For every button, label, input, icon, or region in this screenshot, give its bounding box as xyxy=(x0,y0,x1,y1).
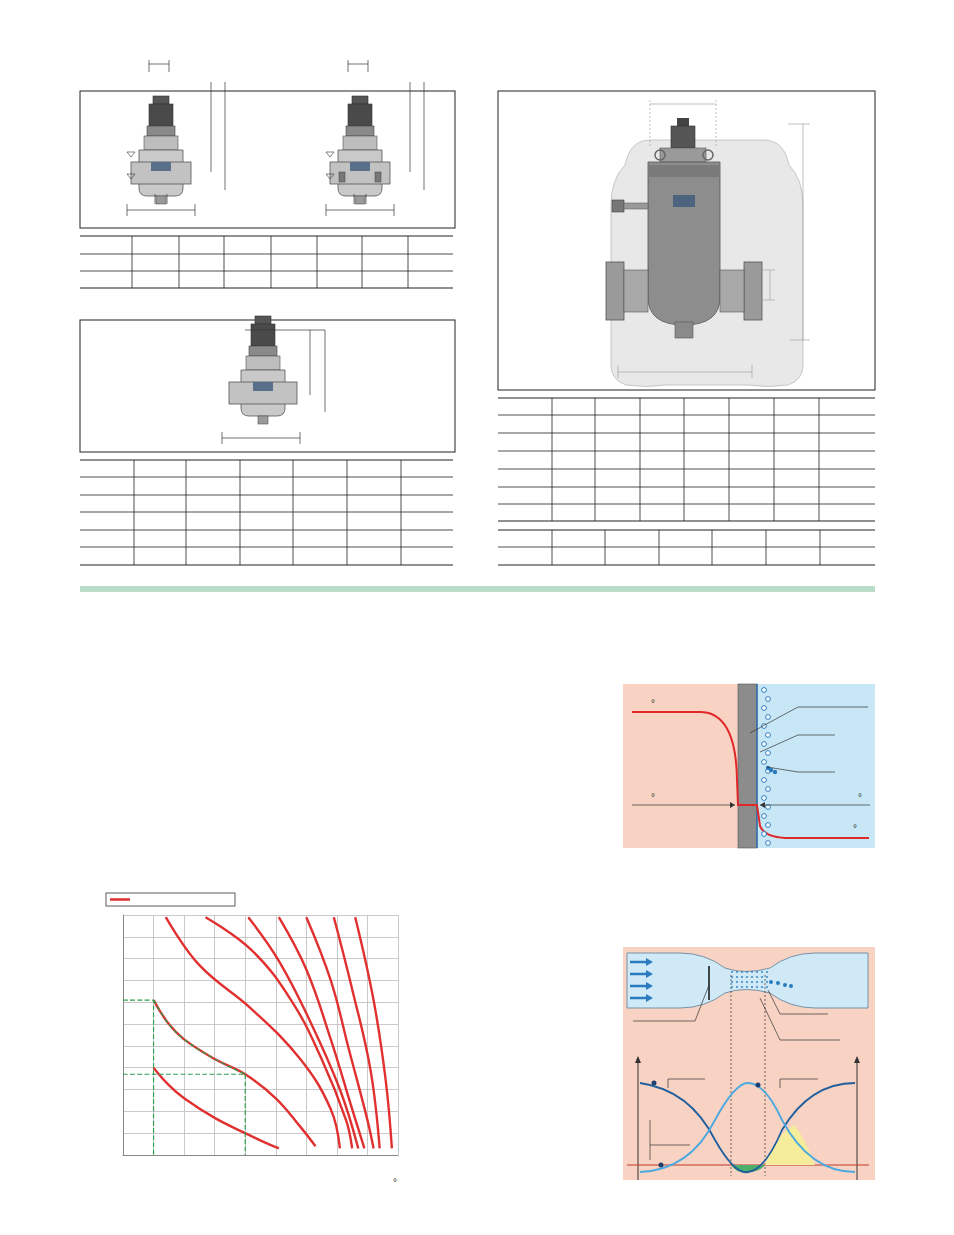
svg-text:°: ° xyxy=(651,792,655,803)
svg-text:°: ° xyxy=(393,1177,397,1188)
svg-text:°: ° xyxy=(858,792,862,803)
svg-text:°: ° xyxy=(651,698,655,709)
svg-text:°: ° xyxy=(853,823,857,834)
